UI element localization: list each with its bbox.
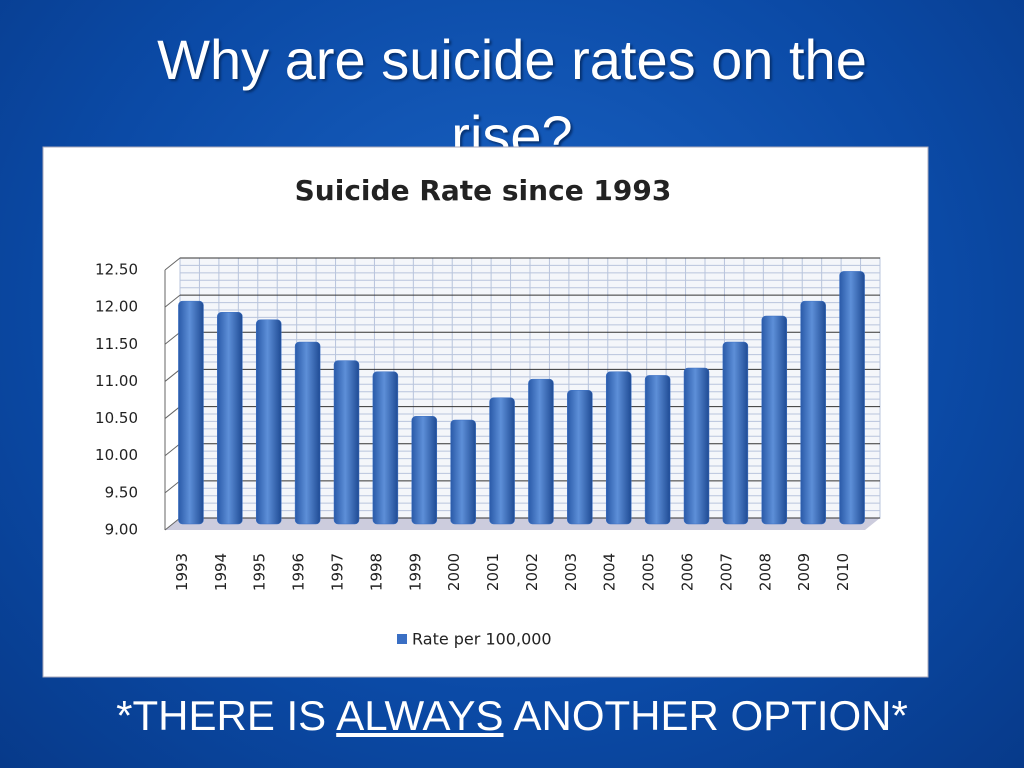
x-tick-label: 2002 (523, 553, 541, 591)
x-tick-label: 2004 (601, 553, 619, 591)
bar (372, 371, 399, 525)
bar (294, 341, 321, 525)
y-tick-label: 10.00 (95, 446, 138, 464)
x-tick-label: 1998 (367, 553, 385, 591)
y-tick-label: 11.50 (95, 335, 138, 353)
bar (567, 390, 593, 525)
x-tick-label: 1997 (329, 553, 347, 591)
bar (411, 416, 438, 525)
legend-label: Rate per 100,000 (412, 630, 552, 649)
bar (683, 367, 710, 525)
x-tick-label: 2007 (717, 553, 735, 591)
chart-title: Suicide Rate since 1993 (295, 174, 672, 207)
x-tick-label: 2005 (640, 553, 658, 591)
x-tick-label: 1995 (251, 553, 269, 591)
y-tick-label: 9.00 (105, 521, 138, 539)
x-tick-label: 1996 (290, 553, 308, 591)
bar (178, 300, 204, 525)
bar (644, 375, 671, 525)
grid-line (164, 257, 181, 271)
y-tick-label: 12.50 (95, 261, 138, 279)
bar (489, 397, 515, 525)
y-tick-label: 10.50 (95, 409, 138, 427)
footer-text: *THERE IS (116, 692, 327, 739)
y-tick-label: 11.00 (95, 372, 138, 390)
x-tick-label: 2001 (484, 553, 502, 591)
grid-line (164, 369, 181, 382)
x-tick-label: 2000 (445, 553, 463, 591)
bar (333, 360, 360, 525)
x-tick-label: 2003 (562, 553, 580, 591)
x-tick-label: 2008 (756, 553, 774, 591)
footer-emphasis: ALWAYS (336, 692, 504, 739)
bar (722, 341, 749, 525)
grid-line (164, 294, 181, 308)
bar (217, 312, 243, 525)
bar (255, 319, 282, 525)
grid-line (164, 517, 181, 531)
footer-text: ANOTHER OPTION* (513, 692, 908, 739)
grid-line (164, 331, 181, 345)
bar (761, 315, 788, 525)
bar (839, 271, 865, 525)
x-tick-label: 1994 (212, 553, 230, 591)
x-tick-label: 1993 (173, 553, 191, 591)
grid-line (164, 443, 181, 457)
y-tick-label: 9.50 (105, 483, 138, 501)
x-tick-label: 2010 (834, 553, 852, 591)
bar (450, 419, 476, 525)
bar (605, 371, 632, 525)
bar (800, 300, 826, 525)
x-tick-label: 2009 (795, 553, 813, 591)
slide-title: Why are suicide rates on the rise? (157, 28, 867, 167)
grid-line (164, 406, 181, 419)
x-tick-label: 2006 (679, 553, 697, 591)
grid-line (164, 480, 181, 494)
footer: *THERE IS ALWAYS ANOTHER OPTION* (0, 692, 1024, 740)
y-tick-label: 12.00 (95, 298, 138, 316)
bar (528, 378, 554, 525)
legend-swatch (397, 634, 407, 644)
x-tick-label: 1999 (406, 553, 424, 591)
